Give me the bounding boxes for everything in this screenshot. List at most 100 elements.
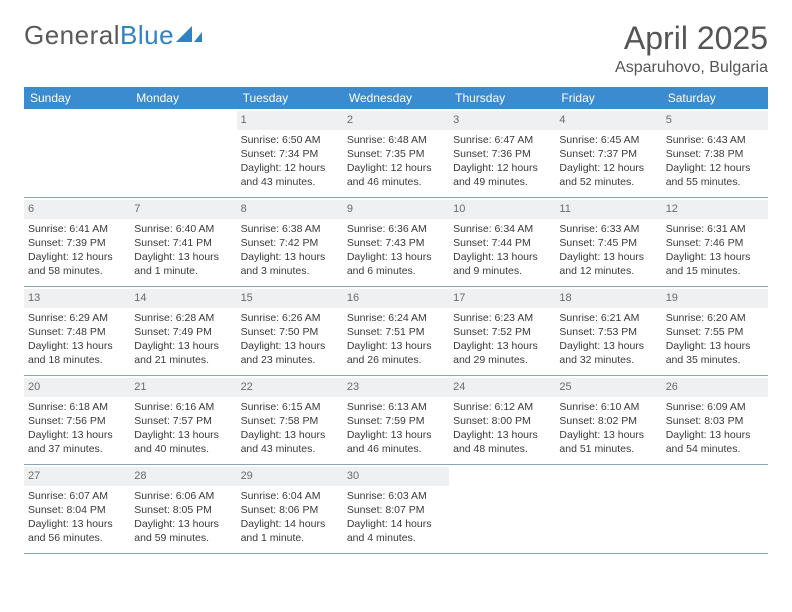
- day-number: 12: [662, 200, 768, 219]
- sunset-line: Sunset: 7:59 PM: [347, 414, 445, 428]
- day-cell: 7Sunrise: 6:40 AMSunset: 7:41 PMDaylight…: [130, 198, 236, 286]
- day-number: 18: [555, 289, 661, 308]
- title-block: April 2025 Asparuhovo, Bulgaria: [615, 20, 768, 77]
- day-cell: 10Sunrise: 6:34 AMSunset: 7:44 PMDayligh…: [449, 198, 555, 286]
- sunrise-line: Sunrise: 6:12 AM: [453, 400, 551, 414]
- sunrise-line: Sunrise: 6:38 AM: [241, 222, 339, 236]
- sunrise-line: Sunrise: 6:41 AM: [28, 222, 126, 236]
- sunrise-line: Sunrise: 6:36 AM: [347, 222, 445, 236]
- sunset-line: Sunset: 7:39 PM: [28, 236, 126, 250]
- daylight-line: Daylight: 13 hours and 37 minutes.: [28, 428, 126, 456]
- sunset-line: Sunset: 7:53 PM: [559, 325, 657, 339]
- week-row: 13Sunrise: 6:29 AMSunset: 7:48 PMDayligh…: [24, 287, 768, 376]
- day-cell: 22Sunrise: 6:15 AMSunset: 7:58 PMDayligh…: [237, 376, 343, 464]
- week-row: 6 Sunrise: 6:41 AMSunset: 7:39 PM Daylight…: [24, 198, 768, 287]
- day-cell: 5Sunrise: 6:43 AMSunset: 7:38 PMDaylight…: [662, 109, 768, 197]
- sunset-line: Sunset: 8:00 PM: [453, 414, 551, 428]
- sunrise-line: Sunrise: 6:43 AM: [666, 133, 764, 147]
- day-number: 8: [237, 200, 343, 219]
- sunset-line: Sunset: 7:44 PM: [453, 236, 551, 250]
- day-number: 21: [130, 378, 236, 397]
- day-number: 3: [449, 111, 555, 130]
- sunset-line: Sunset: 8:02 PM: [559, 414, 657, 428]
- day-cell: 23Sunrise: 6:13 AMSunset: 7:59 PMDayligh…: [343, 376, 449, 464]
- sunrise-line: Sunrise: 6:26 AM: [241, 311, 339, 325]
- daylight-line: Daylight: 13 hours and 59 minutes.: [134, 517, 232, 545]
- sunrise-line: Sunrise: 6:29 AM: [28, 311, 126, 325]
- day-cell: 2 Sunrise: 6:48 AMSunset: 7:35 PMDaylight…: [343, 109, 449, 197]
- dow-cell: Sunday: [24, 87, 130, 109]
- sunset-line: Sunset: 7:34 PM: [241, 147, 339, 161]
- day-cell: 27Sunrise: 6:07 AMSunset: 8:04 PMDayligh…: [24, 465, 130, 553]
- sunrise-line: Sunrise: 6:48 AM: [347, 133, 445, 147]
- daylight-line: Daylight: 13 hours and 18 minutes.: [28, 339, 126, 367]
- sunrise-line: Sunrise: 6:04 AM: [241, 489, 339, 503]
- sunset-line: Sunset: 7:37 PM: [559, 147, 657, 161]
- sunset-line: Sunset: 7:36 PM: [453, 147, 551, 161]
- day-cell: 16Sunrise: 6:24 AMSunset: 7:51 PMDayligh…: [343, 287, 449, 375]
- sunset-line: Sunset: 7:50 PM: [241, 325, 339, 339]
- sunrise-line: Sunrise: 6:47 AM: [453, 133, 551, 147]
- day-number: 11: [555, 200, 661, 219]
- day-cell: 18Sunrise: 6:21 AMSunset: 7:53 PMDayligh…: [555, 287, 661, 375]
- day-number: 27: [24, 467, 130, 486]
- daylight-line: Daylight: 14 hours and 1 minute.: [241, 517, 339, 545]
- dow-cell: Tuesday: [237, 87, 343, 109]
- day-cell: [130, 109, 236, 197]
- day-cell: [555, 465, 661, 553]
- sunset-line: Sunset: 7:42 PM: [241, 236, 339, 250]
- daylight-line: Daylight: 14 hours and 4 minutes.: [347, 517, 445, 545]
- day-number: 2: [343, 111, 449, 130]
- daylight-line: Daylight: 13 hours and 56 minutes.: [28, 517, 126, 545]
- sunset-line: Sunset: 7:45 PM: [559, 236, 657, 250]
- day-cell: 4Sunrise: 6:45 AMSunset: 7:37 PMDaylight…: [555, 109, 661, 197]
- day-cell: 9Sunrise: 6:36 AMSunset: 7:43 PMDaylight…: [343, 198, 449, 286]
- sunset-line: Sunset: 8:06 PM: [241, 503, 339, 517]
- sunset-line: Sunset: 7:35 PM: [347, 147, 445, 161]
- daylight-line: Daylight: 13 hours and 6 minutes.: [347, 250, 445, 278]
- sunset-line: Sunset: 7:48 PM: [28, 325, 126, 339]
- sunrise-line: Sunrise: 6:40 AM: [134, 222, 232, 236]
- day-cell: 28Sunrise: 6:06 AMSunset: 8:05 PMDayligh…: [130, 465, 236, 553]
- day-number: 16: [343, 289, 449, 308]
- sunrise-line: Sunrise: 6:28 AM: [134, 311, 232, 325]
- day-cell: 30Sunrise: 6:03 AMSunset: 8:07 PMDayligh…: [343, 465, 449, 553]
- day-cell: [662, 465, 768, 553]
- sunset-line: Sunset: 7:46 PM: [666, 236, 764, 250]
- sunset-line: Sunset: 7:38 PM: [666, 147, 764, 161]
- dow-cell: Wednesday: [343, 87, 449, 109]
- sunrise-line: Sunrise: 6:06 AM: [134, 489, 232, 503]
- day-cell: 12Sunrise: 6:31 AMSunset: 7:46 PMDayligh…: [662, 198, 768, 286]
- sunrise-line: Sunrise: 6:07 AM: [28, 489, 126, 503]
- day-number: 19: [662, 289, 768, 308]
- sunset-line: Sunset: 7:52 PM: [453, 325, 551, 339]
- day-number: 1: [237, 111, 343, 130]
- sunrise-line: Sunrise: 6:33 AM: [559, 222, 657, 236]
- day-cell: 11Sunrise: 6:33 AMSunset: 7:45 PMDayligh…: [555, 198, 661, 286]
- daylight-line: Daylight: 12 hours and 43 minutes.: [241, 161, 339, 189]
- day-cell: 26Sunrise: 6:09 AMSunset: 8:03 PMDayligh…: [662, 376, 768, 464]
- day-number: 29: [237, 467, 343, 486]
- calendar: SundayMondayTuesdayWednesdayThursdayFrid…: [24, 87, 768, 554]
- sunset-line: Sunset: 7:56 PM: [28, 414, 126, 428]
- day-number: 5: [662, 111, 768, 130]
- day-number: 6: [24, 200, 130, 219]
- sunset-line: Sunset: 7:49 PM: [134, 325, 232, 339]
- sunrise-line: Sunrise: 6:24 AM: [347, 311, 445, 325]
- day-number: 23: [343, 378, 449, 397]
- days-of-week-header: SundayMondayTuesdayWednesdayThursdayFrid…: [24, 87, 768, 109]
- day-cell: [24, 109, 130, 197]
- sunset-line: Sunset: 7:51 PM: [347, 325, 445, 339]
- day-number: 30: [343, 467, 449, 486]
- day-number: 26: [662, 378, 768, 397]
- day-cell: 3Sunrise: 6:47 AMSunset: 7:36 PMDaylight…: [449, 109, 555, 197]
- dow-cell: Friday: [555, 87, 661, 109]
- daylight-line: Daylight: 12 hours and 46 minutes.: [347, 161, 445, 189]
- daylight-line: Daylight: 13 hours and 21 minutes.: [134, 339, 232, 367]
- sunrise-line: Sunrise: 6:16 AM: [134, 400, 232, 414]
- week-row: 27Sunrise: 6:07 AMSunset: 8:04 PMDayligh…: [24, 465, 768, 554]
- daylight-line: Daylight: 13 hours and 54 minutes.: [666, 428, 764, 456]
- sunrise-line: Sunrise: 6:13 AM: [347, 400, 445, 414]
- sunset-line: Sunset: 7:41 PM: [134, 236, 232, 250]
- day-cell: 15Sunrise: 6:26 AMSunset: 7:50 PMDayligh…: [237, 287, 343, 375]
